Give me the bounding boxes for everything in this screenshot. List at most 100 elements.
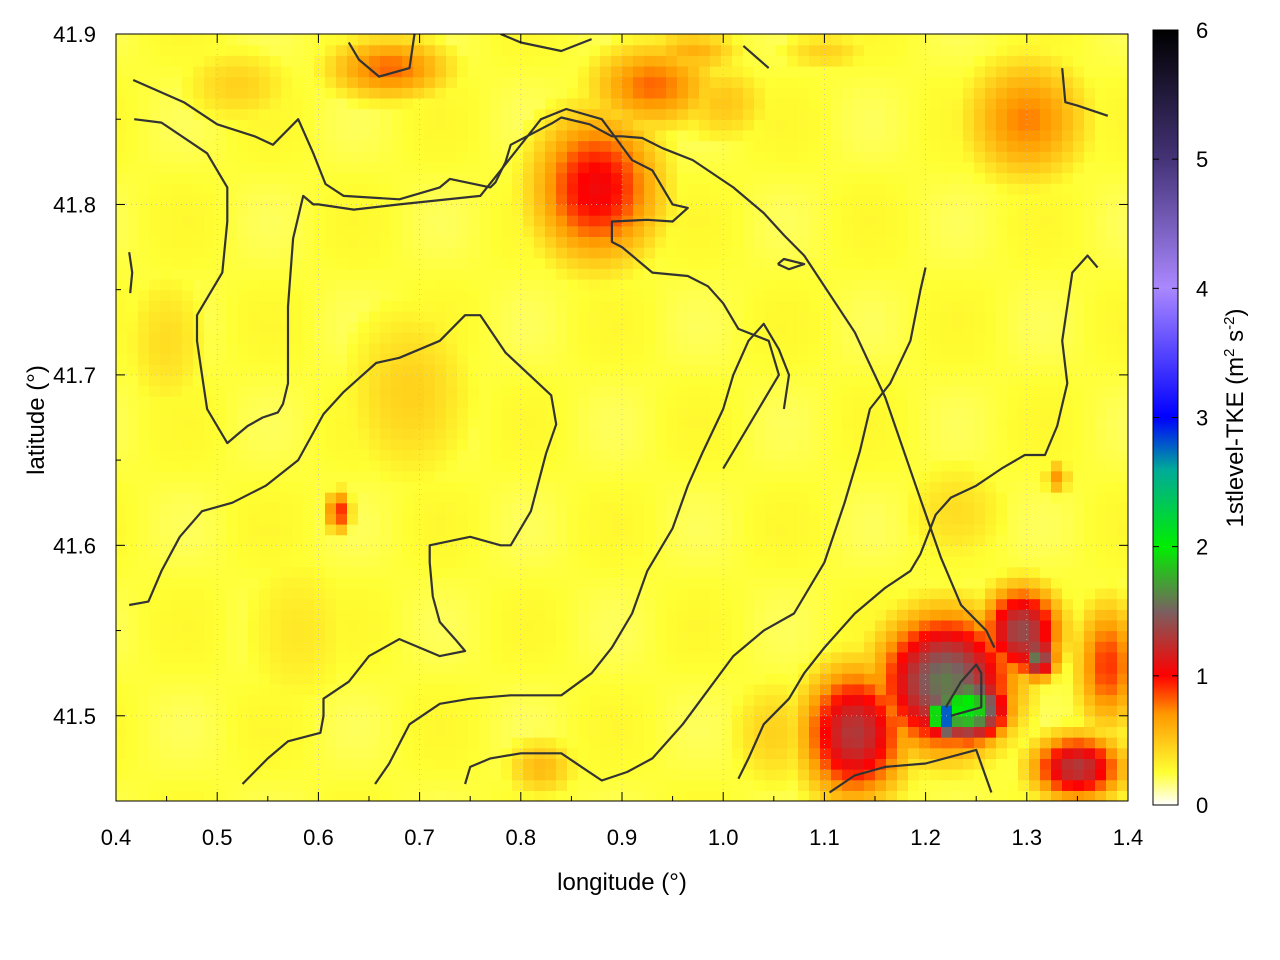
heatmap-cell [534, 257, 546, 269]
heatmap-cell [754, 758, 766, 770]
heatmap-cell [501, 438, 513, 451]
heatmap-cell [369, 257, 381, 269]
heatmap-cell [479, 555, 491, 568]
heatmap-cell [842, 492, 854, 504]
heatmap-cell [325, 460, 337, 472]
heatmap-cell [853, 790, 865, 801]
heatmap-cell [754, 492, 766, 504]
heatmap-cell [567, 332, 579, 344]
heatmap-cell [974, 779, 986, 791]
heatmap-cell [974, 726, 986, 738]
heatmap-cell [611, 683, 623, 696]
heatmap-cell [809, 428, 821, 440]
heatmap-cell [534, 566, 546, 578]
heatmap-cell [710, 609, 722, 621]
heatmap-cell [380, 247, 392, 259]
heatmap-cell [358, 577, 370, 589]
heatmap-cell [545, 587, 557, 600]
heatmap-cell [347, 769, 359, 781]
heatmap-cell [226, 257, 238, 269]
heatmap-cell [369, 513, 381, 525]
heatmap-cell [1062, 737, 1074, 749]
heatmap-cell [688, 374, 700, 387]
heatmap-cell [116, 619, 128, 632]
heatmap-cell [941, 769, 953, 781]
heatmap-cell [809, 726, 821, 738]
heatmap-cell [248, 342, 260, 355]
heatmap-cell [765, 673, 777, 685]
heatmap-cell [127, 577, 139, 589]
heatmap-cell [996, 705, 1008, 717]
heatmap-cell [512, 705, 524, 717]
heatmap-cell [479, 374, 491, 387]
heatmap-cell [336, 673, 348, 685]
heatmap-cell [116, 481, 128, 493]
heatmap-cell [919, 492, 931, 504]
heatmap-cell [171, 555, 183, 568]
heatmap-cell [710, 492, 722, 504]
heatmap-cell [479, 342, 491, 355]
heatmap-cell [798, 396, 810, 408]
heatmap-cell [1040, 790, 1052, 801]
heatmap-cell [226, 769, 238, 781]
heatmap-cell [347, 641, 359, 653]
heatmap-cell [1029, 630, 1041, 642]
heatmap-cell [996, 374, 1008, 387]
heatmap-cell [160, 545, 172, 557]
heatmap-cell [930, 502, 942, 514]
heatmap-cell [1029, 587, 1041, 600]
heatmap-cell [292, 747, 304, 759]
heatmap-cell [149, 705, 161, 717]
heatmap-cell [1084, 651, 1096, 664]
heatmap-cell [787, 321, 799, 333]
heatmap-cell [666, 502, 678, 514]
heatmap-cell [259, 257, 271, 269]
heatmap-cell [611, 428, 623, 440]
heatmap-cell [1095, 758, 1107, 770]
heatmap-cell [930, 779, 942, 791]
heatmap-cell [622, 417, 634, 429]
heatmap-cell [204, 737, 216, 749]
heatmap-cell [1040, 396, 1052, 408]
heatmap-cell [237, 342, 249, 355]
heatmap-cell [1051, 609, 1063, 621]
heatmap-cell [248, 385, 260, 397]
heatmap-cell [919, 630, 931, 642]
heatmap-cell [193, 417, 205, 429]
heatmap-cell [116, 737, 128, 749]
heatmap-cell [1117, 566, 1128, 578]
heatmap-cell [655, 598, 667, 610]
heatmap-cell [248, 769, 260, 781]
heatmap-cell [941, 225, 953, 237]
heatmap-cell [809, 524, 821, 536]
heatmap-cell [941, 492, 953, 504]
heatmap-cell [556, 417, 568, 429]
heatmap-cell [710, 705, 722, 717]
heatmap-cell [127, 470, 139, 483]
heatmap-cell [281, 524, 293, 536]
heatmap-cell [1084, 566, 1096, 578]
heatmap-cell [226, 353, 238, 365]
heatmap-cell [919, 715, 931, 728]
heatmap-cell [897, 364, 909, 376]
heatmap-cell [996, 417, 1008, 429]
heatmap-cell [622, 385, 634, 397]
heatmap-cell [787, 460, 799, 472]
heatmap-cell [314, 279, 326, 291]
heatmap-cell [853, 502, 865, 514]
heatmap-cell [787, 715, 799, 728]
heatmap-cell [303, 726, 315, 738]
heatmap-cell [281, 449, 293, 461]
heatmap-cell [435, 726, 447, 738]
heatmap-cell [325, 555, 337, 568]
heatmap-cell [1106, 236, 1118, 248]
heatmap-cell [985, 555, 997, 568]
heatmap-cell [303, 555, 315, 568]
heatmap-cell [424, 737, 436, 749]
heatmap-cell [457, 577, 469, 589]
heatmap-cell [809, 406, 821, 419]
heatmap-cell [182, 651, 194, 664]
heatmap-cell [193, 534, 205, 546]
heatmap-cell [732, 310, 744, 323]
heatmap-cell [171, 726, 183, 738]
